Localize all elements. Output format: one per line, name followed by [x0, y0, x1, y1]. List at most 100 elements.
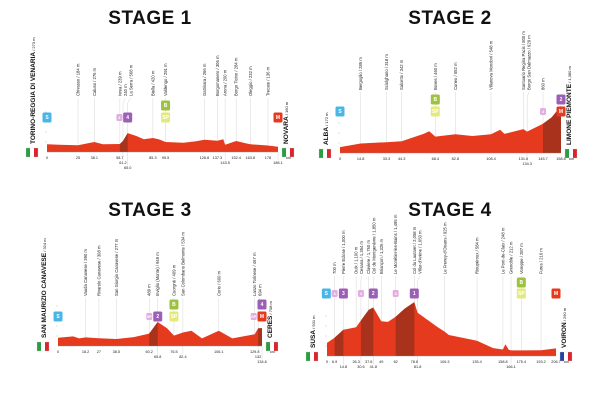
waypoint-label: Borgomanero / 306 m — [215, 55, 220, 96]
waypoint-label: 694 m — [258, 284, 263, 296]
km-tick: 65.0 — [124, 166, 131, 170]
waypoint-label: Villar-d'Arène / 1,650 m — [417, 230, 422, 274]
finish-badge: M — [556, 106, 566, 117]
flag-stripe — [274, 342, 278, 351]
finish-town: NOVARA / 160 m — [283, 101, 290, 144]
finish-name: NOVARA — [283, 116, 290, 144]
flag-stripe — [573, 149, 577, 158]
km-tick: 14.8 — [340, 365, 347, 369]
flag-stripe — [290, 148, 294, 157]
km-tick: 0 — [46, 156, 48, 160]
badge-shape — [250, 313, 257, 320]
flag-stripe — [41, 342, 45, 351]
waypoint-label: San Giorgio Canavese / 277 m — [114, 238, 119, 296]
badge-shape — [338, 288, 348, 299]
badge-label: 4 — [261, 302, 264, 308]
km-tick: 131.6 — [519, 157, 529, 161]
km-tick: 78.8 — [411, 360, 418, 364]
finish-badge: M — [273, 112, 283, 123]
badge-shape — [273, 112, 283, 123]
km-tick: 41.8 — [370, 365, 377, 369]
kom-badge: 2 — [153, 311, 163, 322]
badge-label: 2 — [560, 97, 563, 103]
finish-name: LIMONE PIEMONTE — [566, 83, 573, 145]
badge-shape — [116, 114, 123, 121]
elevation-profile — [327, 302, 556, 356]
waypoint-label: 860 m — [541, 78, 546, 90]
climb-segment — [360, 307, 374, 356]
badge-label: 4 — [360, 292, 362, 296]
badge-label: B — [172, 302, 176, 308]
waypoint-label: San Colombano Belmonte / 534 m — [180, 231, 185, 296]
waypoint-label: Caluso / 276 m — [92, 67, 97, 96]
badge-shape — [540, 108, 547, 115]
badge-label: M — [559, 109, 563, 115]
climb-segment — [149, 322, 158, 346]
flag-border — [281, 147, 295, 158]
waypoint-label: Cesana / 1,354 m — [359, 240, 364, 274]
badge-label: S — [338, 109, 342, 115]
flag-stripe — [319, 149, 323, 158]
waypoint-label: Le Freney-d'Oisans / 925 m — [442, 222, 447, 274]
badge-shape — [123, 112, 133, 123]
km-tick: 14.8 — [357, 157, 364, 161]
flag-stripe — [564, 352, 568, 361]
badge-label: SP — [432, 109, 439, 115]
waypoint-label: Ivrea / 239 m — [117, 71, 122, 96]
km-tick: 0 — [339, 157, 341, 161]
badge-shape — [321, 288, 331, 299]
km-tick: 82.8 — [452, 157, 459, 161]
km-tick: 178 — [265, 156, 271, 160]
km-tick: 38.1 — [91, 156, 98, 160]
waypoint-label: Corio / 600 m — [216, 270, 221, 296]
badge-label: GP — [147, 315, 153, 319]
km-tick: 152.4 — [231, 156, 241, 160]
badge-shape — [551, 288, 561, 299]
flag-stripe — [310, 352, 314, 361]
km-tick: 106.1 — [214, 350, 224, 354]
waypoint-label: Cuneo / 552 m — [453, 62, 458, 90]
kom-badge: 3 — [338, 288, 348, 299]
climb-segment — [395, 302, 415, 356]
start-flag — [318, 148, 332, 159]
badge-shape — [161, 100, 171, 111]
badge-label: 4 — [118, 116, 120, 120]
badge-shape — [516, 288, 526, 299]
elevation-profile — [340, 106, 561, 153]
waypoint-label: Lanzo Torinese / 467 m — [252, 252, 257, 296]
badge-label: M — [276, 115, 280, 121]
flag-border — [305, 351, 319, 362]
waypoint-label: Inviglio (Monte) / 949 m — [155, 252, 160, 296]
badge-label: SP — [171, 314, 178, 320]
badge-shape — [556, 106, 566, 117]
waypoint-leader — [526, 91, 530, 98]
finish-flag — [265, 341, 279, 352]
waypoint-label: Le Monêtier-les-Bains / 1,495 m — [393, 214, 398, 274]
start-elevation: / 501 m — [311, 315, 316, 330]
badge-label: 2 — [156, 314, 159, 320]
waypoint-label: Gattinara / 266 m — [202, 63, 207, 96]
flag-stripe — [560, 352, 564, 361]
waypoint-label: Chivasso / 184 m — [76, 63, 81, 96]
sprint_light-badge: SP — [516, 288, 526, 299]
badge-shape — [53, 311, 63, 322]
badge-shape — [331, 290, 338, 297]
flag-stripe — [306, 352, 310, 361]
waypoint-leader — [122, 97, 126, 104]
kom_small-badge: GP — [146, 313, 152, 320]
km-tick: 0 — [326, 360, 328, 364]
finish-elevation: / 160 m — [284, 101, 289, 116]
flag-stripe — [45, 342, 49, 351]
waypoint-label: Briançon / 1,326 m — [379, 238, 384, 274]
flag-stripe — [266, 342, 270, 351]
badge-label: S — [325, 291, 329, 297]
flag-stripe — [37, 342, 41, 351]
flag-stripe — [282, 148, 286, 157]
flag-stripe — [327, 149, 331, 158]
waypoint-label: Biella / 420 m — [150, 70, 155, 96]
km-tick: 44.3 — [398, 157, 405, 161]
badge-shape — [146, 313, 153, 320]
finish-badge: M — [257, 311, 267, 322]
badge-shape — [516, 277, 526, 288]
